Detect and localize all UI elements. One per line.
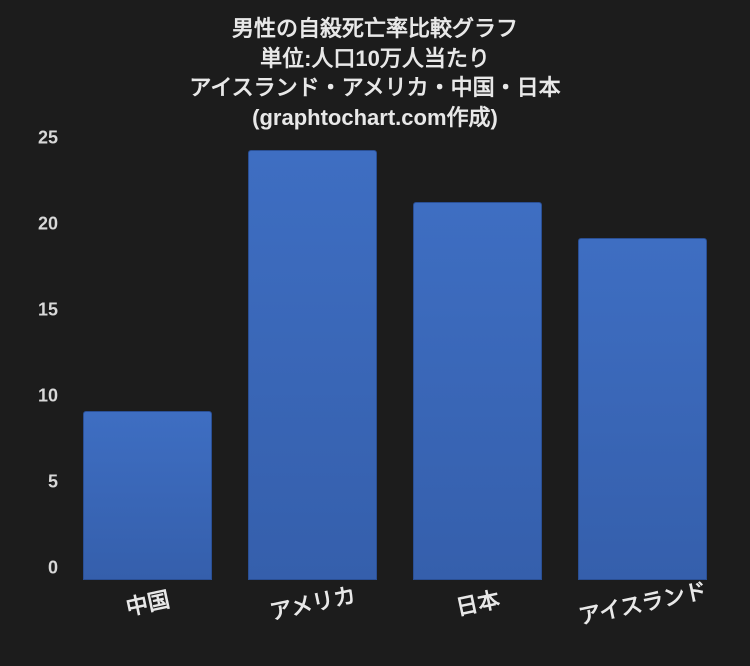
- title-line-1: 男性の自殺死亡率比較グラフ: [0, 14, 750, 44]
- bar-slot: [395, 150, 560, 580]
- bars-group: [65, 150, 725, 580]
- y-tick-label: 5: [20, 472, 58, 493]
- y-tick-label: 15: [20, 300, 58, 321]
- bar-slot: [65, 150, 230, 580]
- plot-area: 0510152025: [65, 150, 725, 580]
- chart-title: 男性の自殺死亡率比較グラフ 単位:人口10万人当たり アイスランド・アメリカ・中…: [0, 14, 750, 133]
- y-tick-label: 20: [20, 214, 58, 235]
- bar: [578, 238, 707, 580]
- y-tick-label: 0: [20, 558, 58, 579]
- title-line-2: 単位:人口10万人当たり: [0, 44, 750, 74]
- bar: [83, 411, 212, 580]
- title-line-4: (graphtochart.com作成): [0, 103, 750, 133]
- y-tick-label: 25: [20, 128, 58, 149]
- bar-slot: [230, 150, 395, 580]
- y-tick-label: 10: [20, 386, 58, 407]
- title-line-3: アイスランド・アメリカ・中国・日本: [0, 73, 750, 103]
- chart-container: 男性の自殺死亡率比較グラフ 単位:人口10万人当たり アイスランド・アメリカ・中…: [0, 0, 750, 666]
- x-axis-labels: 中国アメリカ日本アイスランド: [65, 586, 725, 618]
- bar: [248, 150, 377, 580]
- bar-slot: [560, 150, 725, 580]
- bar: [413, 202, 542, 580]
